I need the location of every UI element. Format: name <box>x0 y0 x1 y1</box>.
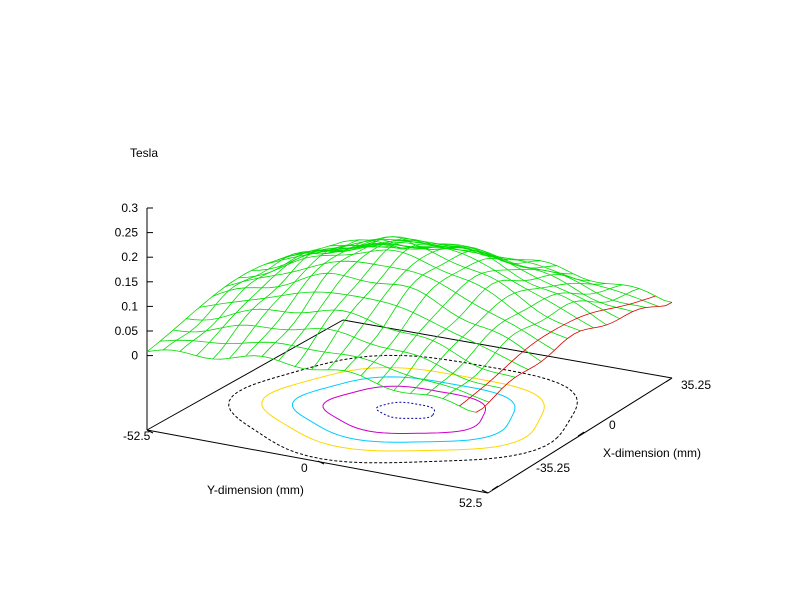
contour-line <box>228 354 578 464</box>
mesh-line-v <box>344 250 541 371</box>
z-tick-label: 0.1 <box>121 299 138 313</box>
mesh-line-v <box>459 295 656 407</box>
mesh-line-v <box>377 268 574 385</box>
z-tick-label: 0.05 <box>115 324 139 338</box>
y-tick-label-0: -52.5 <box>123 429 151 443</box>
x-tick-label-0: 35.25 <box>681 378 711 392</box>
z-tick-label: 0.3 <box>121 201 138 215</box>
z-tick-group: 0.3 0.25 0.2 0.15 0.1 0.05 0 <box>115 201 153 363</box>
contour-line <box>261 366 545 452</box>
contour-line <box>322 385 486 434</box>
x-tick-1 <box>577 431 585 437</box>
x-tick-label-2: -35.25 <box>536 461 570 475</box>
mesh-line-u <box>329 244 660 307</box>
y-tick-1 <box>317 460 325 465</box>
contour-group <box>228 354 578 464</box>
z-axis: 0.3 0.25 0.2 0.15 0.1 0.05 0 <box>115 201 153 430</box>
x-tick-0 <box>665 377 673 383</box>
base-edge-right <box>487 377 673 494</box>
contour-line <box>292 376 516 443</box>
mesh-line-u <box>173 324 503 389</box>
mesh-line-u <box>160 339 490 403</box>
z-tick-label: 0.15 <box>115 275 139 289</box>
z-tick-label: 0.25 <box>115 226 139 240</box>
y-tick-label-2: 52.5 <box>459 496 483 510</box>
mesh-line-v <box>294 240 492 367</box>
x-tick-2 <box>491 485 499 491</box>
mesh-line-v <box>409 283 607 394</box>
x-axis-label: X-dimension (mm) <box>603 446 701 460</box>
mesh-line-u <box>199 291 529 370</box>
mesh-line-v <box>475 302 673 413</box>
mesh-line-v <box>278 238 475 362</box>
mesh-line-v <box>360 257 557 376</box>
z-axis-title: Tesla <box>130 146 158 160</box>
contour-line <box>375 401 436 419</box>
y-axis-label: Y-dimension (mm) <box>207 483 304 497</box>
x-axis: 35.25 0 -35.25 X-dimension (mm) <box>491 377 711 491</box>
base-edge-left <box>146 319 344 431</box>
mesh-line-v <box>442 288 640 399</box>
mesh-line-v <box>426 284 623 396</box>
y-tick-0 <box>146 429 154 434</box>
y-tick-label-1: 0 <box>301 461 308 475</box>
mesh-line-v <box>196 245 393 357</box>
y-tick-2 <box>481 489 489 494</box>
mesh-line-v <box>261 236 459 357</box>
surface-mesh <box>146 236 673 413</box>
mesh-line-v <box>393 274 590 391</box>
mesh-line-v <box>229 243 426 359</box>
z-tick-label: 0.2 <box>121 250 138 264</box>
z-tick-label: 0 <box>131 349 138 363</box>
y-axis: -52.5 0 52.5 Y-dimension (mm) <box>123 429 489 510</box>
mesh-line-v <box>212 242 409 360</box>
base-plane <box>146 319 673 494</box>
base-edge-back <box>342 319 673 379</box>
mesh-line-v <box>327 247 525 371</box>
mesh-line-v <box>245 238 442 357</box>
mesh-line-v <box>146 241 344 353</box>
base-edge-front <box>146 429 489 494</box>
x-tick-label-1: 0 <box>609 418 616 432</box>
mesh-line-v <box>311 243 508 370</box>
mesh-line-u <box>264 239 594 329</box>
mesh-line-v <box>163 239 360 351</box>
